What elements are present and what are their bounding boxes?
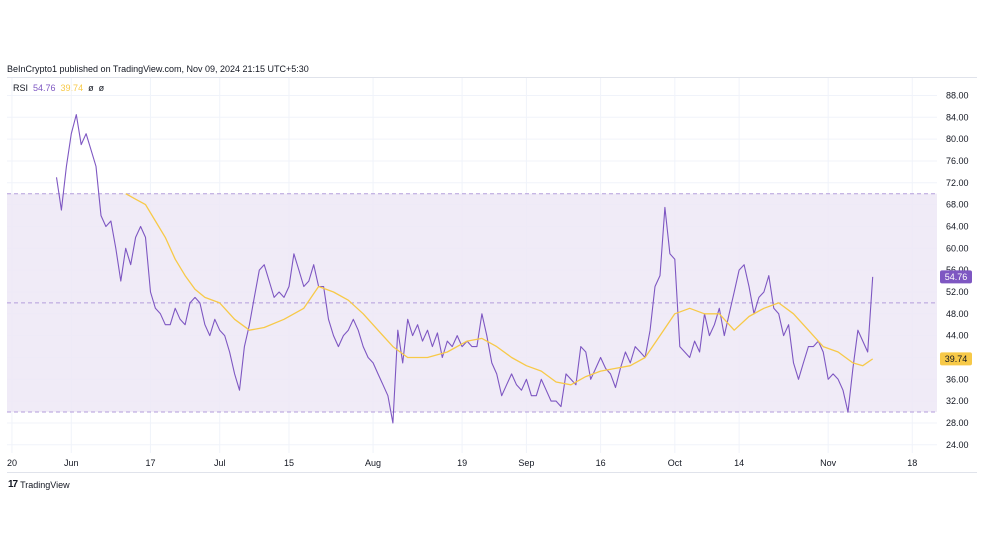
x-tick-label: 20	[7, 458, 17, 468]
legend-rsi-value: 54.76	[33, 83, 56, 93]
legend-symbol-2: ø	[98, 83, 105, 93]
y-axis: 88.00 84.00 80.00 76.00 72.00 68.00 64.00 60.00…	[946, 90, 969, 449]
ma-value-badge-bg	[940, 352, 972, 366]
y-tick-label: 88.00	[946, 90, 969, 100]
x-tick-label: 18	[907, 458, 917, 468]
brand-name: TradingView	[20, 479, 70, 490]
y-tick-label: 76.00	[946, 156, 969, 166]
legend-symbol-1: ø	[88, 83, 94, 93]
rsi-value-badge-bg	[940, 270, 972, 284]
y-tick-label: 28.00	[946, 418, 969, 428]
y-tick-label: 60.00	[946, 243, 969, 253]
x-tick-label: 14	[734, 458, 744, 468]
ma-value-badge: 39.74	[940, 352, 972, 366]
chart-frame	[7, 77, 977, 473]
x-tick-label: Aug	[365, 458, 381, 468]
tradingview-logo-icon: 17	[8, 479, 18, 490]
ma-value-badge-text: 39.74	[945, 354, 968, 364]
x-tick-label: Jul	[214, 458, 226, 468]
y-tick-label: 84.00	[946, 112, 969, 122]
rsi-line	[55, 114, 874, 424]
rsi-value-badge: 54.76	[940, 270, 972, 284]
y-tick-label: 32.00	[946, 396, 969, 406]
legend-indicator-name: RSI	[13, 83, 29, 93]
x-tick-label: Jun	[64, 458, 79, 468]
x-tick-label: 17	[145, 458, 155, 468]
y-tick-label: 24.00	[946, 440, 969, 450]
publisher-line: BeInCrypto1 published on TradingView.com…	[7, 64, 309, 74]
y-tick-label: 68.00	[946, 200, 969, 210]
rsi-value-badge-text: 54.76	[945, 272, 968, 282]
y-tick-label: 72.00	[946, 178, 969, 188]
x-tick-label: Sep	[518, 458, 534, 468]
y-tick-label: 48.00	[946, 309, 969, 319]
indicator-legend[interactable]: RSI 54.76 39.74 ø ø	[13, 83, 104, 93]
series-lines	[55, 114, 874, 424]
y-tick-label: 52.00	[946, 287, 969, 297]
rsi-band	[7, 193, 937, 413]
rsi-ma-line	[125, 193, 874, 386]
x-axis: 20 Jun 17 Jul 15 Aug 19 Sep 16 Oct 14 Nov 18	[7, 458, 917, 468]
y-tick-label: 44.00	[946, 331, 969, 341]
y-tick-label: 56.00	[946, 265, 969, 275]
x-tick-label: 19	[457, 458, 467, 468]
y-tick-label: 64.00	[946, 221, 969, 231]
legend-ma-value: 39.74	[60, 83, 84, 93]
x-tick-label: Nov	[820, 458, 837, 468]
x-tick-label: Oct	[668, 458, 683, 468]
x-tick-label: 15	[284, 458, 294, 468]
y-tick-label: 36.00	[946, 374, 969, 384]
y-tick-label: 80.00	[946, 134, 969, 144]
tradingview-brand[interactable]: 17 TradingView	[8, 479, 70, 490]
x-tick-label: 16	[596, 458, 606, 468]
price-badges: 54.76 39.74	[940, 270, 972, 366]
